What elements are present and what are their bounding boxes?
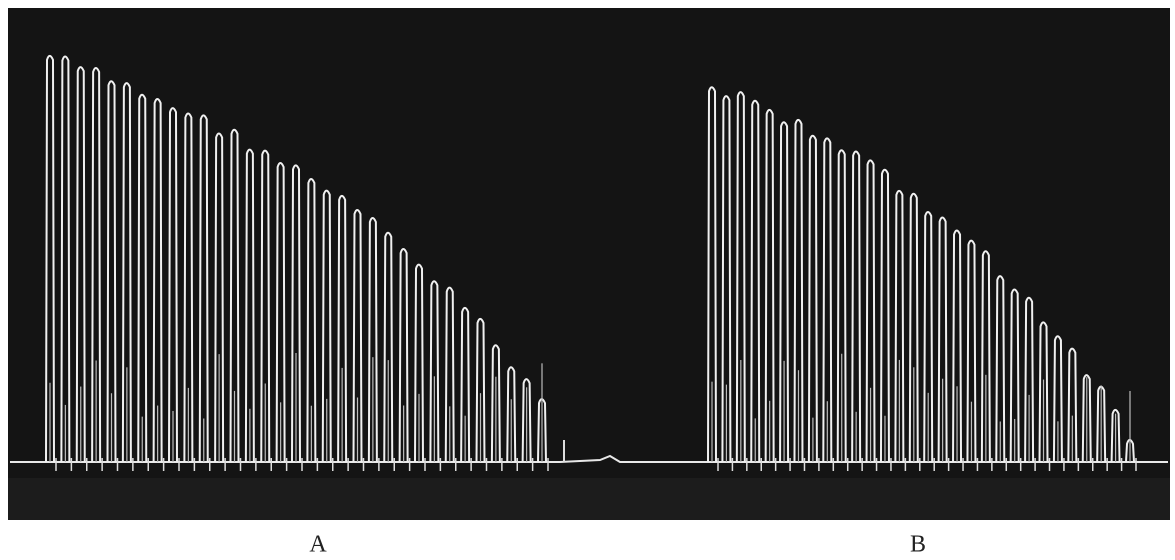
recording-lower-band	[8, 478, 1170, 520]
panel-label: A	[309, 532, 327, 558]
panel-label: B	[910, 532, 926, 558]
figure: A B	[0, 0, 1175, 560]
